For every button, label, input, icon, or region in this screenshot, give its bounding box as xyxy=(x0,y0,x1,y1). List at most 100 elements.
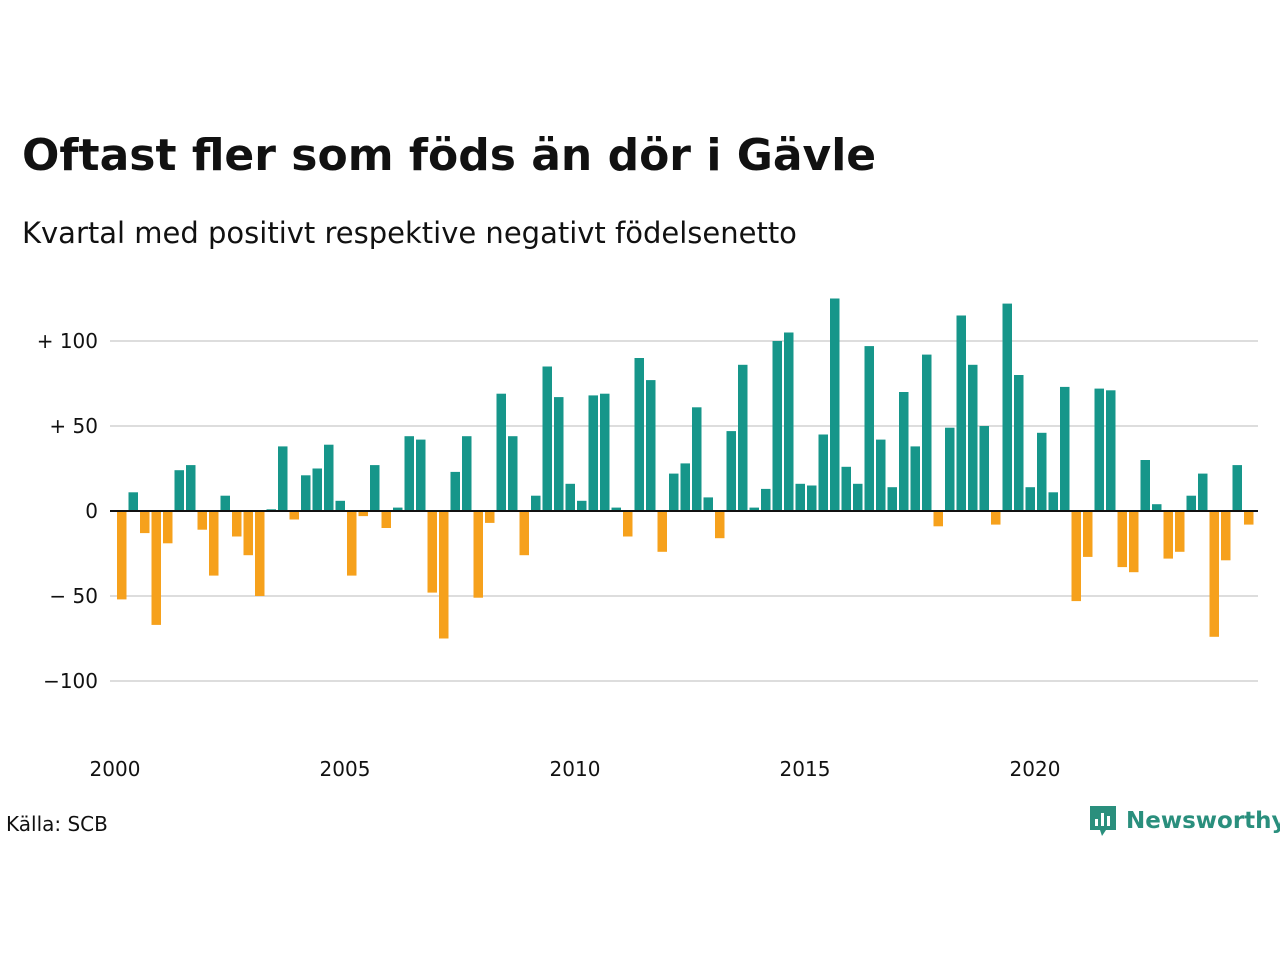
bar-negative xyxy=(381,511,391,528)
bar-negative xyxy=(715,511,725,539)
x-tick-label: 2015 xyxy=(780,757,831,781)
bar-positive xyxy=(887,487,897,511)
bar-positive xyxy=(600,393,610,511)
bar-negative xyxy=(117,511,127,600)
bar-positive xyxy=(1198,473,1208,511)
bar-positive xyxy=(577,500,587,511)
bar-positive xyxy=(749,507,759,511)
bar-negative xyxy=(439,511,449,639)
x-tick-label: 2000 xyxy=(90,757,141,781)
x-tick-label: 2020 xyxy=(1010,757,1061,781)
bar-positive xyxy=(968,364,978,511)
bar-negative xyxy=(243,511,253,556)
bar-positive xyxy=(899,392,909,511)
bar-positive xyxy=(404,436,414,511)
bar-positive xyxy=(542,366,552,511)
bar-positive xyxy=(1232,465,1242,511)
bar-positive xyxy=(128,492,138,511)
bar-positive xyxy=(910,446,920,511)
bar-positive xyxy=(1152,504,1162,511)
bar-negative xyxy=(1209,511,1219,637)
bar-positive xyxy=(945,427,955,511)
bar-positive xyxy=(634,358,644,511)
y-tick-label: + 100 xyxy=(37,329,98,353)
y-tick-label: 0 xyxy=(85,499,98,523)
bar-positive xyxy=(818,434,828,511)
bar-positive xyxy=(393,507,403,511)
brand-logo: Newsworthy xyxy=(1088,804,1280,838)
bar-negative xyxy=(347,511,357,576)
bar-positive xyxy=(1140,460,1150,511)
y-tick-label: + 50 xyxy=(49,414,98,438)
bar-positive xyxy=(554,397,564,511)
y-tick-labels: + 100 + 50 0 − 50 −100 xyxy=(37,329,98,693)
bar-positive xyxy=(864,346,874,511)
bar-negative xyxy=(1083,511,1093,557)
bar-negative xyxy=(991,511,1001,525)
bar-positive xyxy=(669,473,679,511)
bar-negative xyxy=(485,511,495,523)
bar-negative xyxy=(1175,511,1185,552)
bar-negative xyxy=(1244,511,1254,525)
bar-negative xyxy=(163,511,173,544)
x-tick-labels: 2000 2005 2010 2015 2020 xyxy=(90,757,1061,781)
bar-negative xyxy=(473,511,483,598)
bar-positive xyxy=(1048,492,1058,511)
bar-positive xyxy=(462,436,472,511)
source-note: Källa: SCB xyxy=(6,812,108,836)
brand-name: Newsworthy xyxy=(1126,808,1280,834)
bar-positive xyxy=(703,497,713,511)
bar-positive xyxy=(508,436,518,511)
bar-negative xyxy=(197,511,207,530)
bar-positive xyxy=(1037,432,1047,511)
bar-negative xyxy=(289,511,299,520)
bar-positive xyxy=(565,483,575,511)
chart-title: Oftast fler som föds än dör i Gävle xyxy=(22,130,877,181)
bars xyxy=(117,298,1254,639)
bar-positive xyxy=(738,364,748,511)
bar-negative xyxy=(1221,511,1231,561)
bar-positive xyxy=(278,446,288,511)
bar-positive xyxy=(496,393,506,511)
bar-negative xyxy=(1163,511,1173,559)
bar-positive xyxy=(450,471,460,511)
newsworthy-logo-icon xyxy=(1090,806,1116,836)
bar-positive xyxy=(335,500,345,511)
bar-negative xyxy=(140,511,150,534)
bar-negative xyxy=(358,511,368,517)
bar-positive xyxy=(692,407,702,511)
bar-positive xyxy=(220,495,230,511)
bar-positive xyxy=(1106,390,1116,511)
bar-positive xyxy=(876,439,886,511)
bar-negative xyxy=(623,511,633,537)
bar-positive xyxy=(1186,495,1196,511)
bar-negative xyxy=(209,511,219,576)
bar-positive xyxy=(324,444,334,511)
bar-positive xyxy=(416,439,426,511)
bar-negative xyxy=(657,511,667,552)
bar-negative xyxy=(1129,511,1139,573)
bar-positive xyxy=(784,332,794,511)
bar-positive xyxy=(1014,375,1024,511)
bar-positive xyxy=(807,485,817,511)
x-tick-label: 2005 xyxy=(320,757,371,781)
bar-positive xyxy=(726,431,736,511)
bar-negative xyxy=(1071,511,1081,602)
bar-positive xyxy=(922,354,932,511)
bar-positive xyxy=(680,463,690,511)
bar-positive xyxy=(174,470,184,511)
bar-negative xyxy=(255,511,265,596)
bar-positive xyxy=(611,507,621,511)
bar-positive xyxy=(830,298,840,511)
bar-negative xyxy=(519,511,529,556)
bar-positive xyxy=(646,380,656,511)
bar-positive xyxy=(956,315,966,511)
bar-positive xyxy=(301,475,311,511)
bar-positive xyxy=(1060,386,1070,511)
bar-negative xyxy=(933,511,943,527)
bar-positive xyxy=(312,468,322,511)
bar-positive xyxy=(1025,487,1035,511)
bar-positive xyxy=(853,483,863,511)
bar-negative xyxy=(232,511,242,537)
bar-positive xyxy=(1002,303,1012,511)
